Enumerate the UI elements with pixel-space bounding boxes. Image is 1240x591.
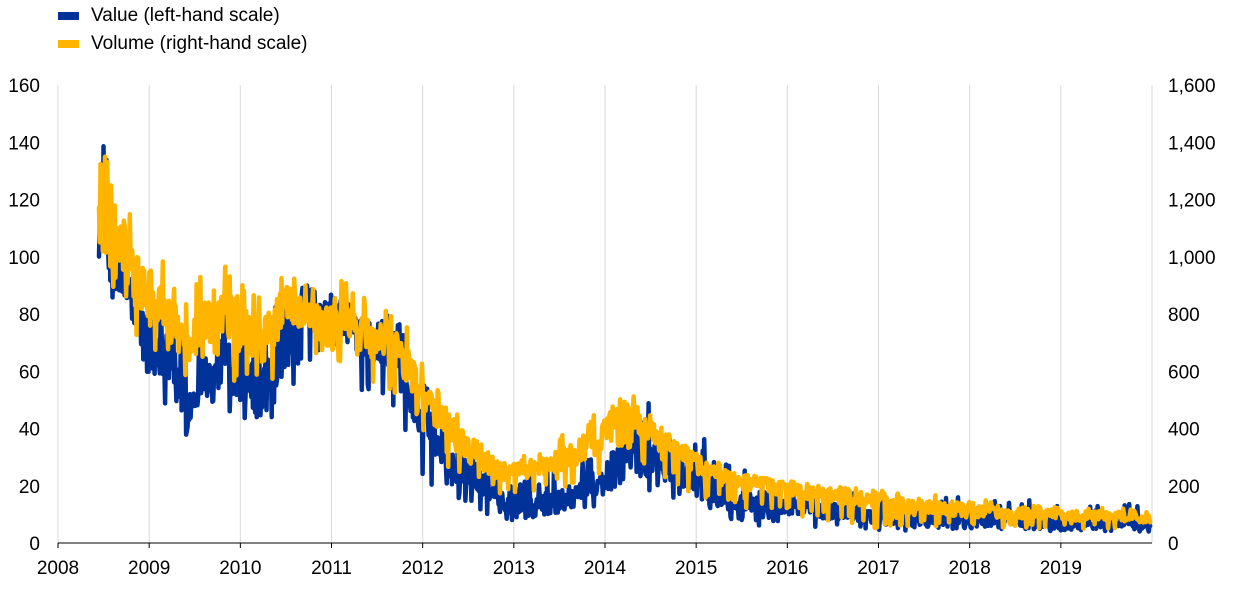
legend-label-volume: Volume (right-hand scale) bbox=[91, 33, 308, 54]
y-right-tick-label: 1,200 bbox=[1168, 191, 1216, 212]
legend: Value (left-hand scale) Volume (right-ha… bbox=[58, 2, 308, 58]
x-tick-label: 2015 bbox=[675, 558, 717, 579]
x-tick-label: 2017 bbox=[857, 558, 899, 579]
x-tick-label: 2016 bbox=[766, 558, 808, 579]
y-left-tick-label: 120 bbox=[8, 191, 40, 212]
y-right-tick-label: 200 bbox=[1168, 477, 1200, 498]
y-left-tick-label: 0 bbox=[29, 534, 40, 555]
y-right-tick-label: 600 bbox=[1168, 362, 1200, 383]
tick-labels: 2008 2009 2010 2011 2012 2013 2014 2015 2016 2017… bbox=[8, 76, 1215, 579]
legend-item-value: Value (left-hand scale) bbox=[58, 2, 308, 30]
x-tick-label: 2014 bbox=[584, 558, 627, 579]
x-tick-label: 2013 bbox=[493, 558, 535, 579]
x-tick-label: 2009 bbox=[128, 558, 170, 579]
y-left-tick-label: 160 bbox=[8, 76, 40, 97]
series-layer bbox=[96, 144, 1153, 534]
y-left-tick-label: 100 bbox=[8, 248, 40, 269]
y-right-tick-label: 1,400 bbox=[1168, 133, 1216, 154]
x-tick-label: 2011 bbox=[311, 558, 352, 579]
y-right-tick-label: 0 bbox=[1168, 534, 1179, 555]
legend-swatch-volume bbox=[58, 40, 79, 48]
y-right-tick-label: 1,000 bbox=[1168, 248, 1216, 269]
x-tick-label: 2012 bbox=[402, 558, 444, 579]
y-right-tick-label: 400 bbox=[1168, 420, 1200, 441]
x-tick-label: 2019 bbox=[1040, 558, 1082, 579]
y-right-tick-label: 1,600 bbox=[1168, 76, 1216, 97]
x-tick-label: 2018 bbox=[949, 558, 991, 579]
legend-label-value: Value (left-hand scale) bbox=[91, 5, 280, 26]
axes bbox=[57, 542, 1152, 548]
series-line-volume bbox=[96, 154, 1153, 531]
y-left-tick-label: 140 bbox=[8, 133, 40, 154]
x-tick-label: 2008 bbox=[37, 558, 79, 579]
x-tick-label: 2010 bbox=[219, 558, 261, 579]
y-left-tick-label: 80 bbox=[19, 305, 40, 326]
y-left-tick-label: 20 bbox=[19, 477, 40, 498]
y-left-tick-label: 60 bbox=[19, 362, 40, 383]
y-right-tick-label: 800 bbox=[1168, 305, 1200, 326]
y-left-tick-label: 40 bbox=[19, 420, 40, 441]
legend-item-volume: Volume (right-hand scale) bbox=[58, 30, 308, 58]
legend-swatch-value bbox=[58, 12, 79, 20]
